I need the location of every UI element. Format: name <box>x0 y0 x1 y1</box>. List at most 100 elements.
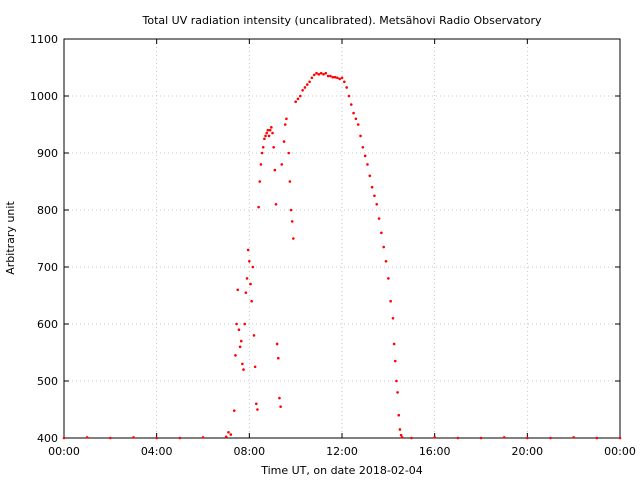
y-tick-label: 900 <box>37 147 58 160</box>
data-point <box>227 431 230 434</box>
data-point <box>375 203 379 206</box>
data-point <box>279 405 282 408</box>
data-point <box>290 220 294 223</box>
data-point <box>288 180 292 183</box>
x-tick-label: 20:00 <box>511 445 543 458</box>
x-tick-label: 00:00 <box>604 445 636 458</box>
data-point <box>308 80 311 84</box>
data-point <box>261 146 265 149</box>
data-point <box>398 428 402 431</box>
data-point <box>256 408 259 411</box>
data-point <box>278 396 281 400</box>
x-tick-label: 00:00 <box>48 445 80 458</box>
data-point <box>366 163 369 166</box>
data-point <box>322 73 325 76</box>
data-point <box>257 205 260 209</box>
data-point <box>265 131 269 135</box>
data-point <box>201 436 205 439</box>
y-tick-label: 400 <box>37 432 58 445</box>
data-point <box>333 75 337 79</box>
data-point <box>377 217 381 220</box>
data-point <box>384 260 388 263</box>
data-point <box>132 436 135 439</box>
data-point <box>347 94 351 98</box>
x-axis-label: Time UT, on date 2018-02-04 <box>260 464 423 477</box>
data-point <box>296 97 300 101</box>
data-point <box>373 194 376 198</box>
data-point <box>254 402 258 406</box>
data-point <box>387 277 390 280</box>
data-point <box>251 265 255 269</box>
data-point <box>315 71 318 75</box>
data-point <box>338 77 341 81</box>
data-point <box>270 126 273 129</box>
data-point <box>241 362 244 366</box>
x-tick-label: 12:00 <box>326 445 358 458</box>
y-tick-label: 700 <box>37 261 58 274</box>
data-point <box>232 409 236 412</box>
data-point <box>368 174 372 178</box>
data-point <box>363 154 367 158</box>
data-point <box>329 74 332 78</box>
data-point <box>246 248 250 252</box>
data-point <box>238 345 242 349</box>
data-point <box>242 368 245 371</box>
data-point <box>349 103 353 106</box>
data-point <box>294 100 297 103</box>
data-point <box>244 291 248 294</box>
data-point <box>292 237 295 240</box>
data-point <box>250 299 253 303</box>
y-tick-label: 800 <box>37 204 58 217</box>
data-point <box>433 436 436 439</box>
data-point <box>234 354 237 357</box>
data-point <box>352 111 355 115</box>
data-point <box>235 322 238 326</box>
data-point <box>276 356 280 360</box>
y-tick-label: 600 <box>37 318 58 331</box>
y-tick-label: 1000 <box>30 90 58 103</box>
data-point <box>410 436 413 440</box>
data-point <box>289 208 293 212</box>
grid <box>64 39 620 438</box>
data-point <box>549 436 552 440</box>
data-point <box>595 436 599 440</box>
x-tick-label: 04:00 <box>141 445 173 458</box>
data-point <box>237 328 241 332</box>
data-point <box>317 73 321 76</box>
data-point <box>391 317 395 320</box>
data-point <box>271 131 274 135</box>
data-point <box>392 342 396 346</box>
data-point <box>319 71 323 75</box>
data-point <box>324 71 328 75</box>
data-point <box>282 140 286 143</box>
data-point <box>479 436 483 440</box>
data-point <box>336 76 339 80</box>
data-point <box>382 245 386 249</box>
data-point <box>275 342 279 346</box>
y-tick-label: 500 <box>37 375 58 388</box>
data-point <box>356 123 360 126</box>
data-point <box>236 288 240 292</box>
data-point <box>303 86 307 89</box>
data-point <box>224 435 228 439</box>
data-point <box>340 76 344 80</box>
data-point <box>395 379 398 383</box>
data-point <box>248 260 251 263</box>
data-point <box>229 433 233 436</box>
data-point <box>456 436 460 440</box>
data-point <box>354 117 358 121</box>
data-point <box>397 413 401 417</box>
data-point <box>280 163 284 166</box>
data-point <box>312 73 316 77</box>
data-point <box>389 299 392 303</box>
data-point <box>396 391 399 394</box>
data-point <box>572 436 575 439</box>
data-point <box>287 151 291 155</box>
data-point <box>178 436 182 440</box>
data-point <box>245 277 249 280</box>
data-point <box>343 80 346 84</box>
data-point <box>268 128 272 132</box>
data-point <box>253 365 257 369</box>
data-point <box>273 168 277 172</box>
data-point <box>109 436 112 440</box>
